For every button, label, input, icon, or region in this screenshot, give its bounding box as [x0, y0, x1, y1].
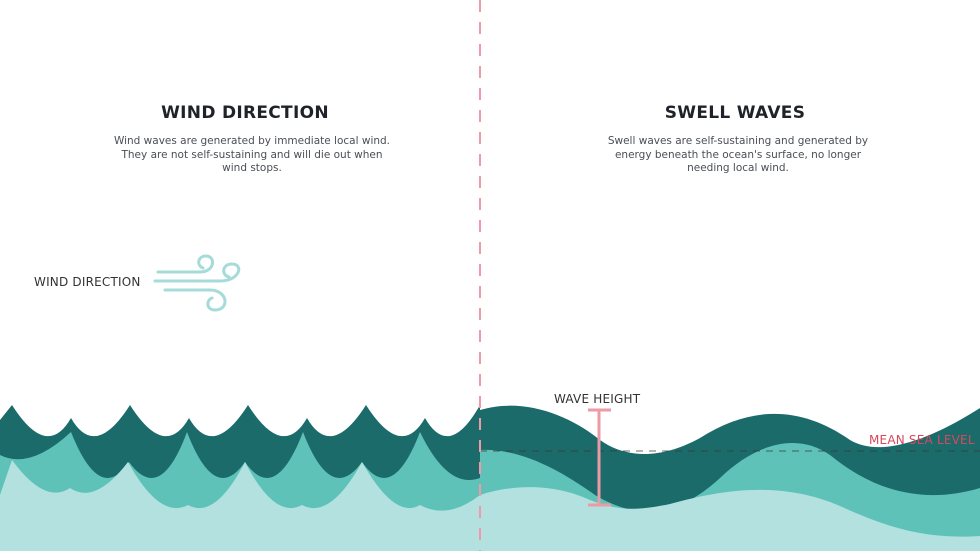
wind-icon — [153, 254, 241, 312]
wind-waves-panel: WIND DIRECTION Wind waves are generated … — [34, 103, 391, 289]
mean-sea-level-label: MEAN SEA LEVEL — [869, 433, 975, 447]
wave-height-label: WAVE HEIGHT — [554, 392, 641, 406]
wind-waves-description: Wind waves are generated by immediate lo… — [113, 135, 391, 175]
wind-waves — [0, 405, 480, 551]
swell-waves-description: Swell waves are self-sustaining and gene… — [607, 135, 869, 175]
swell-wave-light-layer — [480, 487, 980, 551]
swell-waves — [480, 405, 980, 551]
wind-direction-label: WIND DIRECTION — [34, 275, 141, 289]
wind-direction-title: WIND DIRECTION — [161, 103, 329, 123]
swell-waves-title: SWELL WAVES — [664, 103, 806, 123]
wind-wave-light-layer — [0, 460, 480, 551]
wave-height-marker — [588, 408, 611, 507]
swell-waves-panel: SWELL WAVES Swell waves are self-sustain… — [490, 0, 980, 551]
